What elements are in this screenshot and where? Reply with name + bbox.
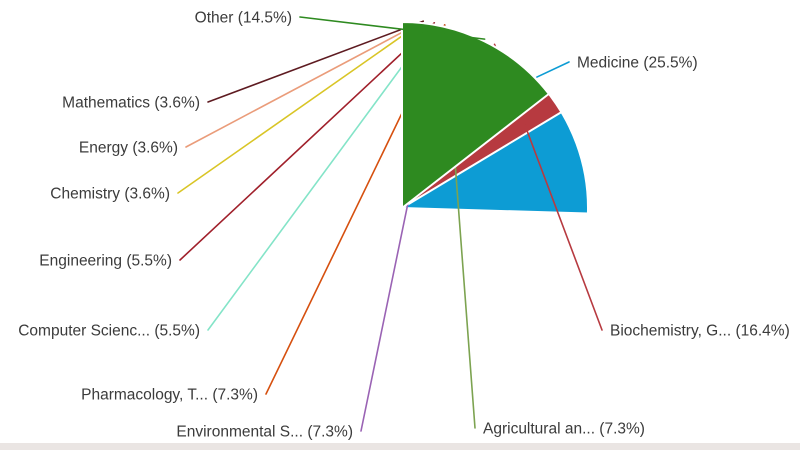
slice-label-biochemistry: Biochemistry, G... (16.4%) [610, 323, 790, 340]
slice-label-mathematics: Mathematics (3.6%) [62, 95, 200, 112]
leader-line-energy [185, 20, 425, 148]
leader-line-computer-science [207, 21, 436, 331]
slice-label-environmental: Environmental S... (7.3%) [176, 424, 353, 441]
leader-line-chemistry [177, 20, 425, 194]
slice-label-chemistry: Chemistry (3.6%) [50, 186, 170, 203]
leader-line-other [299, 16, 486, 40]
bottom-strip [0, 443, 800, 450]
slice-label-pharmacology: Pharmacology, T... (7.3%) [81, 387, 258, 404]
leader-line-mathematics [207, 20, 425, 103]
slice-label-medicine: Medicine (25.5%) [577, 55, 698, 72]
slice-label-computer-science: Computer Scienc... (5.5%) [18, 323, 200, 340]
slice-label-agricultural: Agricultural an... (7.3%) [483, 421, 645, 438]
leader-line-engineering [179, 21, 436, 261]
leader-line-medicine [536, 61, 570, 78]
pie-slice-other[interactable] [401, 21, 550, 209]
slice-label-engineering: Engineering (5.5%) [39, 253, 172, 270]
slice-label-energy: Energy (3.6%) [79, 140, 178, 157]
slice-label-other: Other (14.5%) [195, 10, 292, 27]
